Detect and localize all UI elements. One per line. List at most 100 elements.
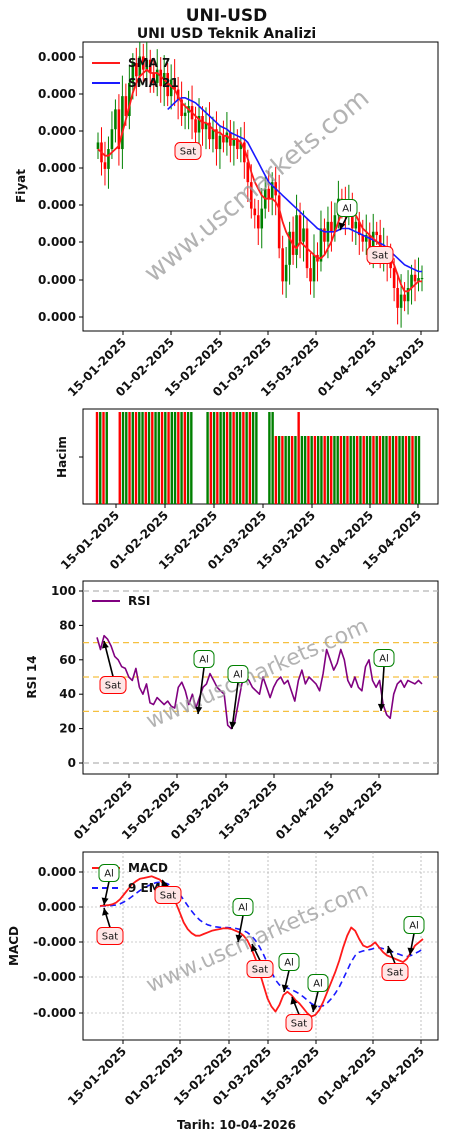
candle-body: [396, 287, 399, 308]
price-panel: 0.000 0.000 0.000 0.000 0.000 0.000 0.000 0.000…: [14, 41, 439, 399]
volume-bar: [333, 436, 336, 504]
y-tick-label: 20: [59, 722, 76, 736]
candle-body: [128, 82, 131, 116]
macd-annotation-al-label: Al: [104, 869, 114, 880]
candle-body: [253, 208, 257, 216]
y-axis-label: MACD: [7, 926, 21, 966]
volume-bar: [323, 436, 326, 504]
candle-body: [256, 215, 260, 229]
candle-body: [417, 278, 420, 282]
candle-body: [145, 59, 149, 70]
volume-bar: [365, 436, 369, 504]
volume-bar: [378, 436, 382, 504]
volume-bar: [336, 436, 339, 504]
candle-body: [267, 188, 271, 199]
volume-bar: [375, 436, 378, 504]
candle-body: [155, 69, 159, 83]
y-tick-label: 0.000: [38, 161, 76, 175]
volume-bar: [307, 436, 310, 504]
y-axis-label: Hacim: [55, 436, 69, 478]
candle-body: [288, 231, 291, 265]
volume-bar: [342, 436, 346, 504]
legend-label: SMA 21: [128, 76, 179, 90]
volume-bar: [125, 412, 128, 504]
rsi-annotation-al-box: [373, 649, 395, 667]
axes-frame: [82, 41, 439, 332]
volume-bar: [105, 412, 108, 504]
candle-body: [284, 264, 288, 282]
volume-bar: [95, 412, 99, 504]
macd-annotation-al-label: Al: [284, 958, 294, 969]
candle-body: [114, 109, 117, 130]
volume-bar: [290, 436, 294, 504]
volume-bar: [385, 436, 388, 504]
candle-body: [222, 135, 225, 143]
price-annotation-sat-label: Sat: [372, 251, 388, 262]
rsi-annotation-al-arrowhead: [229, 721, 237, 729]
candle-body: [183, 112, 187, 116]
macd-annotation-sat-arrowhead: [386, 946, 394, 954]
candle-body: [197, 115, 201, 133]
volume-bar: [369, 436, 372, 504]
volume-bar: [190, 412, 193, 504]
y-tick-label: 60: [59, 653, 76, 667]
volume-bar: [284, 436, 287, 504]
candle-body: [215, 129, 218, 150]
candle-body: [243, 142, 246, 163]
candle-body: [281, 248, 284, 282]
macd-annotation-al-box: [98, 864, 120, 882]
price-annotation-sat-box: [174, 142, 202, 160]
volume-bar: [281, 436, 284, 504]
candle-body: [169, 79, 173, 97]
volume-bar: [167, 412, 170, 504]
candle-body: [375, 231, 379, 236]
candle-body: [124, 96, 128, 116]
rsi-line: [96, 634, 423, 730]
macd-annotation-sat-arrowhead: [102, 908, 109, 916]
y-tick-label: -0.000: [33, 970, 76, 984]
macd-annotation-al-box: [403, 916, 425, 934]
volume-bar: [147, 412, 151, 504]
volume-bar: [144, 412, 147, 504]
candle-body: [138, 56, 142, 77]
legend-label: MACD: [128, 861, 168, 875]
volume-bar: [222, 412, 226, 504]
volume-bar: [294, 436, 297, 504]
candle-body: [368, 235, 372, 249]
macd-annotation-al-arrowhead: [235, 934, 243, 942]
rsi-annotation-al-label: Al: [199, 655, 209, 666]
candle-body: [204, 122, 208, 130]
sma7-line: [97, 68, 422, 293]
volume-bar: [102, 412, 105, 504]
price-annotation-al-box: [336, 199, 358, 217]
y-tick-label: 0.000: [38, 865, 76, 879]
volume-bar: [164, 412, 167, 504]
candle-body: [410, 274, 413, 288]
candle-body: [302, 228, 305, 242]
volume-bar: [382, 436, 385, 504]
x-tick-label: 15-01-2025: [65, 1044, 129, 1108]
volume-bar: [219, 412, 222, 504]
candle-body: [131, 63, 135, 83]
volume-bar: [297, 412, 300, 504]
y-tick-label: 100: [51, 584, 76, 598]
macd-annotation-al-box: [278, 953, 300, 971]
volume-bar: [216, 412, 219, 504]
volume-bar: [245, 412, 248, 504]
macd-annotation-sat-label: Sat: [102, 932, 118, 943]
volume-bar: [154, 412, 157, 504]
signal-line: [100, 881, 424, 1008]
watermark-text: www.uscmarkets.com: [143, 614, 372, 734]
volume-bar: [408, 436, 411, 504]
candle-body: [354, 221, 358, 229]
volume-bar: [339, 436, 343, 504]
rsi-annotation-al-arrow: [197, 667, 205, 715]
volume-bar: [180, 412, 183, 504]
candle-body: [218, 135, 222, 150]
volume-bar: [170, 412, 174, 504]
volume-bar: [160, 412, 164, 504]
volume-bar: [138, 412, 141, 504]
y-tick-label: 0.000: [38, 50, 76, 64]
candle-body: [399, 294, 403, 308]
volume-bar: [173, 412, 177, 504]
